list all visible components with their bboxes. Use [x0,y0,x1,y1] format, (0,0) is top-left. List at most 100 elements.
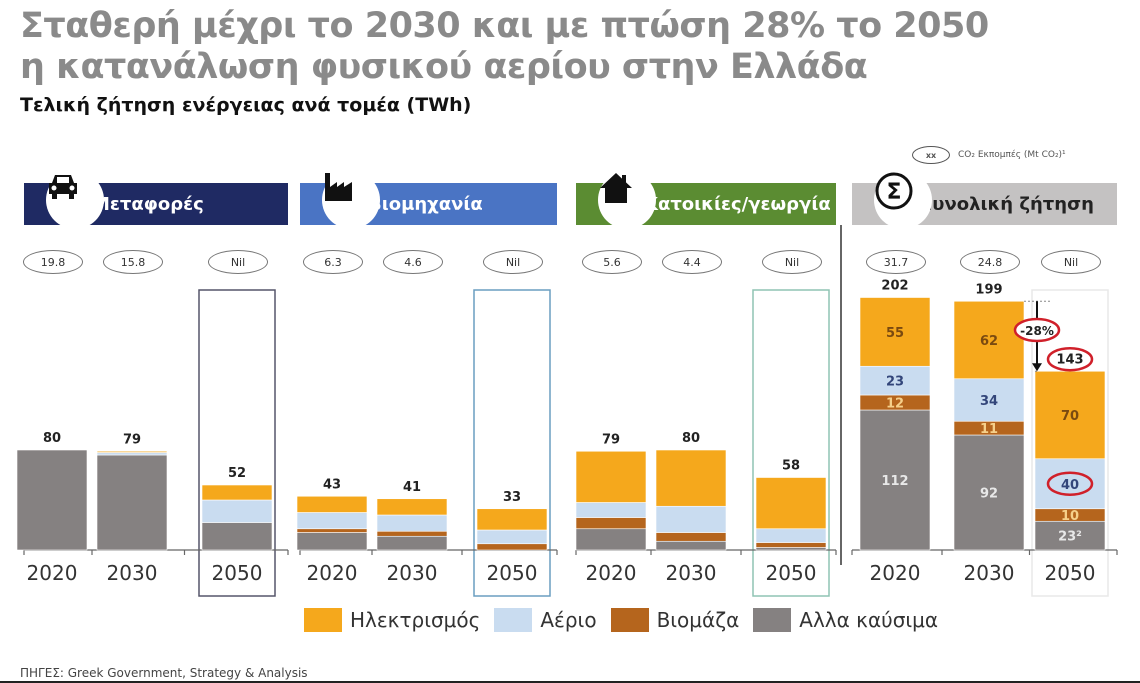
bar-total-label: 43 [323,477,341,492]
bar-total-label: 41 [403,480,421,495]
factory-icon [322,171,380,229]
highlight-circle [1013,317,1061,343]
co2-value-oval: 4.4 [662,250,722,274]
bar-segment [296,495,368,513]
segment-label: 12 [886,397,904,412]
x-tick-label: 2050 [1045,561,1096,585]
legend-item-biomass: Βιομάζα [610,608,739,632]
bar-segment [376,514,448,532]
segment-label: 23 [886,375,904,390]
co2-value-oval: 5.6 [582,250,642,274]
bar-total-label: 143 [1056,352,1083,367]
highlight-box-2050 [198,289,276,597]
bar-segment [755,542,827,548]
x-tick-label: 2020 [307,561,358,585]
x-tick-label: 2020 [870,561,921,585]
segment-label: 23² [1058,530,1082,545]
bar-segment [476,529,548,545]
x-tick-label: 2050 [212,561,263,585]
bar-total-label: 79 [602,432,620,447]
segment-label: 92 [980,487,998,502]
panel-title: Βιομηχανία [368,193,483,215]
segment-label: 62 [980,334,998,349]
segment-label: 40 [1061,478,1079,493]
panel-divider [840,225,842,565]
bar-total-label: 79 [123,432,141,447]
panel-title: Μεταφορές [92,193,204,215]
x-tick-label: 2030 [107,561,158,585]
bar-segment [376,498,448,516]
legend-item-other: Αλλα καύσιμα [753,608,938,632]
bar-segment [655,449,727,507]
bar-segment [96,452,168,456]
legend-swatch [494,608,533,632]
bar-segment [575,450,647,503]
segment-label: 70 [1061,409,1079,424]
arrow-head-icon [1032,363,1042,372]
segment-label: 34 [980,394,998,409]
chart-legend: Ηλεκτρισμός Αέριο Βιομάζα Αλλα καύσιμα [304,608,952,632]
legend-label: Ηλεκτρισμός [350,608,481,632]
panel-header-1: Βιομηχανία [300,171,557,229]
title-line-2: η κατανάλωση φυσικού αερίου στην Ελλάδα [20,47,868,87]
panel-title: Συνολική ζήτηση [920,193,1094,215]
bar-total-label: 52 [228,466,246,481]
source-note: ΠΗΓΕΣ: Greek Government, Strategy & Anal… [20,666,308,680]
highlight-box-2050 [752,289,830,597]
page-title: Σταθερή μέχρι το 2030 και με πτώση 28% τ… [20,6,989,88]
svg-text:Σ: Σ [886,180,901,205]
bar-segment [296,532,368,551]
bar-segment [1034,520,1106,551]
bottom-rule [0,681,1140,683]
co2-value-oval: Nil [762,250,822,274]
bar-segment [16,449,88,551]
bar-segment [476,508,548,531]
bar-total-label: 80 [43,431,61,446]
bar-segment [575,517,647,530]
co2-legend: xx CO₂ Εκπομπές (Mt CO₂)¹ [912,146,1066,164]
bar-segment [201,484,273,501]
bar-segment [376,530,448,537]
legend-swatch [753,608,792,632]
bar-segment [655,540,727,551]
car-icon [46,171,104,229]
bar-total-label: 202 [881,279,908,294]
bar-total-label: 199 [975,282,1002,297]
co2-value-oval: Nil [208,250,268,274]
chart-subtitle: Τελική ζήτηση ενέργειας ανά τομέα (TWh) [20,94,472,116]
bar-segment [296,528,368,533]
panel-header-0: Μεταφορές [24,171,288,229]
highlight-box-2050 [1031,289,1109,597]
title-line-1: Σταθερή μέχρι το 2030 και με πτώση 28% τ… [20,6,989,46]
house-icon [598,171,656,229]
bar-segment [859,409,931,551]
decline-percent-label: -28% [1020,324,1054,338]
x-tick-label: 2030 [964,561,1015,585]
co2-value-oval: Nil [483,250,543,274]
bar-segment [296,512,368,530]
co2-value-oval: 4.6 [383,250,443,274]
legend-swatch [304,608,342,632]
segment-label: 55 [886,326,904,341]
co2-legend-label: CO₂ Εκπομπές (Mt CO₂)¹ [958,150,1066,160]
bar-segment [575,502,647,518]
segment-label: 11 [980,422,998,437]
bar-segment [953,434,1025,551]
legend-label: Αλλα καύσιμα [799,608,939,632]
highlight-box-2050 [473,289,551,597]
bar-segment [201,499,273,523]
bar-segment [376,535,448,551]
legend-item-gas: Αέριο [494,608,597,632]
bar-segment [476,543,548,551]
segment-label: 112 [881,474,908,489]
panel-title: Κατοικίες/γεωργία [644,193,831,215]
x-tick-label: 2030 [666,561,717,585]
bar-segment [755,477,827,530]
highlight-circle [1046,471,1094,496]
legend-item-electricity: Ηλεκτρισμός [304,608,480,632]
co2-value-oval: 19.8 [23,250,83,274]
bar-segment [859,297,931,367]
x-tick-label: 2050 [766,561,817,585]
bar-total-label: 58 [782,459,800,474]
highlight-circle [1046,347,1094,372]
